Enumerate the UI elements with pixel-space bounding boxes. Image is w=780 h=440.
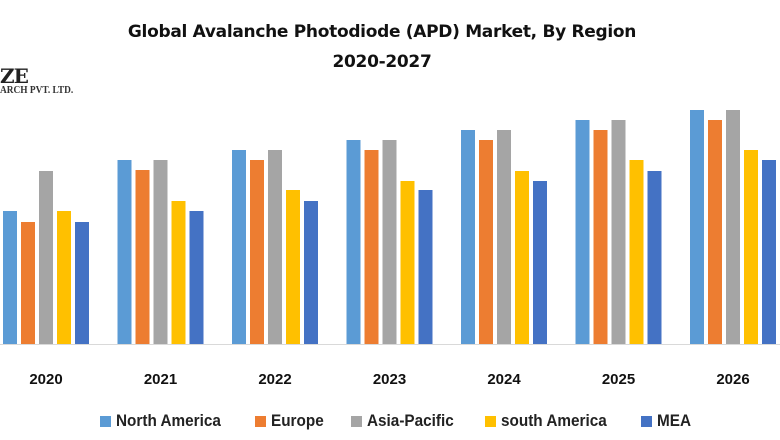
- x-tick-label: 2022: [258, 371, 291, 388]
- bar-europe-2021: [135, 170, 150, 344]
- bar-north-america-2026: [690, 110, 704, 344]
- bar-south-america-2020: [57, 211, 71, 344]
- legend-swatch-icon: [640, 415, 652, 427]
- bar-mea-2022: [304, 201, 318, 344]
- bar-north-america-2022: [232, 150, 246, 344]
- bar-south-america-2023: [400, 181, 415, 344]
- legend-label: Asia-Pacific: [367, 411, 454, 430]
- bar-europe-2022: [250, 160, 264, 344]
- logo-text-line1: ZE: [0, 64, 29, 88]
- legend-label: Europe: [270, 411, 324, 430]
- legend-label: MEA: [656, 411, 691, 430]
- bar-europe-2026: [708, 120, 722, 344]
- legend-label: south America: [501, 411, 608, 430]
- x-tick-label: 2024: [487, 371, 521, 388]
- bar-south-america-2022: [286, 190, 300, 344]
- bar-europe-2025: [593, 130, 608, 344]
- x-tick-label: 2021: [144, 371, 177, 388]
- bar-south-america-2021: [171, 201, 186, 344]
- chart-title: Global Avalanche Photodiode (APD) Market…: [127, 22, 637, 42]
- x-tick-label: 2023: [373, 371, 406, 388]
- bar-asia-pacific-2025: [611, 120, 626, 344]
- bar-asia-pacific-2021: [153, 160, 168, 344]
- bar-asia-pacific-2026: [726, 110, 740, 344]
- legend-item: North America: [100, 411, 233, 431]
- bars-group: [3, 110, 776, 344]
- legend-item: Asia-Pacific: [351, 411, 463, 431]
- chart-subtitle: 2020-2027: [332, 52, 432, 72]
- legend-swatch-icon: [254, 415, 266, 427]
- bar-asia-pacific-2023: [382, 140, 397, 344]
- bar-mea-2024: [533, 181, 547, 344]
- logo-text-line2: ARCH PVT. LTD.: [0, 84, 74, 96]
- bar-mea-2026: [762, 160, 776, 344]
- bar-mea-2025: [647, 171, 662, 344]
- x-tick-label: 2020: [29, 371, 62, 388]
- legend-item: Europe: [254, 411, 330, 431]
- x-tick-label: 2025: [602, 371, 635, 388]
- bar-north-america-2021: [117, 160, 132, 344]
- bar-asia-pacific-2022: [268, 150, 282, 344]
- bar-south-america-2026: [744, 150, 758, 344]
- legend-swatch-icon: [351, 415, 363, 427]
- bar-mea-2021: [189, 211, 204, 344]
- bar-north-america-2025: [575, 120, 590, 344]
- bar-europe-2023: [364, 150, 379, 344]
- legend-swatch-icon: [485, 415, 497, 427]
- legend-item: south America: [485, 411, 618, 431]
- bar-south-america-2024: [515, 171, 529, 344]
- bar-europe-2020: [21, 222, 35, 344]
- legend-label: North America: [116, 411, 221, 430]
- bar-asia-pacific-2020: [39, 171, 53, 344]
- bar-south-america-2025: [629, 160, 644, 344]
- legend-item: MEA: [640, 411, 695, 431]
- x-tick-label: 2026: [716, 371, 749, 388]
- x-tick-labels: 2020 2021 2022 2023 2024 2025 2026: [29, 371, 749, 388]
- bar-mea-2023: [418, 190, 433, 344]
- legend-swatch-icon: [100, 415, 111, 427]
- bar-north-america-2020: [3, 211, 17, 344]
- bar-europe-2024: [479, 140, 493, 344]
- bar-mea-2020: [75, 222, 89, 344]
- bar-asia-pacific-2024: [497, 130, 511, 344]
- bar-north-america-2023: [346, 140, 361, 344]
- bar-north-america-2024: [461, 130, 475, 344]
- legend: North America Europe Asia-Pacific south Ame…: [100, 411, 717, 431]
